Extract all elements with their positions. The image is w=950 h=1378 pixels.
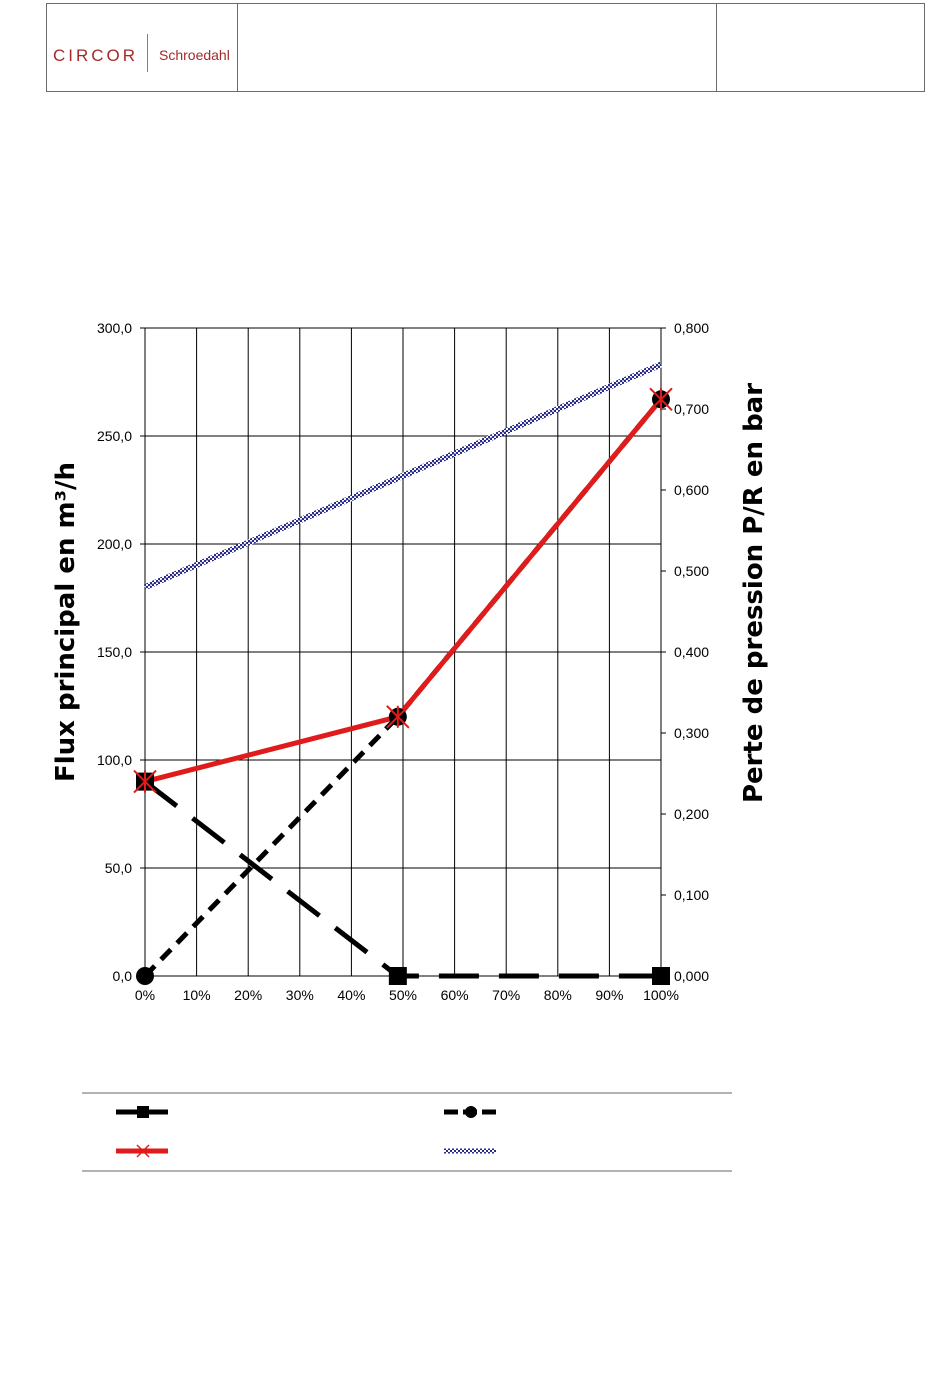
logo-divider bbox=[147, 34, 148, 72]
series-line-pressure-edge bbox=[144, 364, 662, 588]
y-right-tick-label: 0,000 bbox=[674, 968, 709, 984]
y-axis-left-title: Flux principal en m³/h bbox=[51, 462, 81, 782]
series-point bbox=[649, 387, 673, 411]
legend-marker bbox=[465, 1106, 477, 1118]
y-right-tick-label: 0,300 bbox=[674, 725, 709, 741]
y-left-tick-label: 100,0 bbox=[97, 752, 132, 768]
x-tick-label: 70% bbox=[492, 987, 520, 1003]
y-right-tick-label: 0,600 bbox=[674, 482, 709, 498]
y-axis-right-title: Perte de pression P/R en bar bbox=[739, 383, 769, 803]
chart-axis-labels: 0,0 50,0 100,0 150,0 200,0 250,0 300,0 0,000 0,1… bbox=[97, 320, 709, 1003]
series-line bbox=[143, 397, 663, 978]
x-tick-label: 30% bbox=[286, 987, 314, 1003]
y-right-tick-label: 0,800 bbox=[674, 320, 709, 336]
y-right-tick-label: 0,500 bbox=[674, 563, 709, 579]
chart-grid bbox=[140, 327, 666, 977]
legend-marker bbox=[137, 1106, 149, 1118]
y-right-tick-label: 0,200 bbox=[674, 806, 709, 822]
header-cell-title bbox=[237, 4, 717, 91]
x-tick-label: 0% bbox=[135, 987, 155, 1003]
x-tick-label: 40% bbox=[337, 987, 365, 1003]
series-point bbox=[136, 967, 154, 985]
x-tick-label: 60% bbox=[441, 987, 469, 1003]
chart-legend bbox=[82, 1092, 732, 1172]
x-tick-label: 10% bbox=[183, 987, 211, 1003]
y-left-tick-label: 250,0 bbox=[97, 428, 132, 444]
logo-brand: CIRCOR bbox=[53, 46, 139, 65]
logo-subbrand: Schroedahl bbox=[159, 47, 230, 63]
y-left-tick-label: 0,0 bbox=[113, 968, 133, 984]
series-point bbox=[652, 967, 670, 985]
legend-marker bbox=[136, 1144, 150, 1158]
circor-schroedahl-logo: CIRCOR Schroedahl bbox=[47, 4, 237, 91]
legend-entry bbox=[116, 1144, 168, 1158]
y-left-tick-label: 150,0 bbox=[97, 644, 132, 660]
header-table: CIRCOR Schroedahl bbox=[46, 3, 925, 92]
series-point bbox=[386, 705, 410, 729]
chart-series bbox=[133, 361, 673, 985]
x-tick-label: 80% bbox=[544, 987, 572, 1003]
x-tick-label: 50% bbox=[389, 987, 417, 1003]
y-right-tick-label: 0,100 bbox=[674, 887, 709, 903]
y-right-tick-label: 0,400 bbox=[674, 644, 709, 660]
y-left-tick-label: 50,0 bbox=[105, 860, 132, 876]
legend-entry bbox=[116, 1106, 168, 1118]
x-tick-label: 100% bbox=[643, 987, 679, 1003]
header-cell-logo bbox=[47, 4, 238, 91]
legend-entry bbox=[444, 1106, 496, 1118]
x-tick-label: 90% bbox=[595, 987, 623, 1003]
series-point bbox=[388, 967, 407, 985]
y-left-tick-label: 200,0 bbox=[97, 536, 132, 552]
x-tick-label: 20% bbox=[234, 987, 262, 1003]
series-point bbox=[133, 769, 157, 794]
y-right-tick-label: 0,700 bbox=[674, 401, 709, 417]
y-left-tick-label: 300,0 bbox=[97, 320, 132, 336]
